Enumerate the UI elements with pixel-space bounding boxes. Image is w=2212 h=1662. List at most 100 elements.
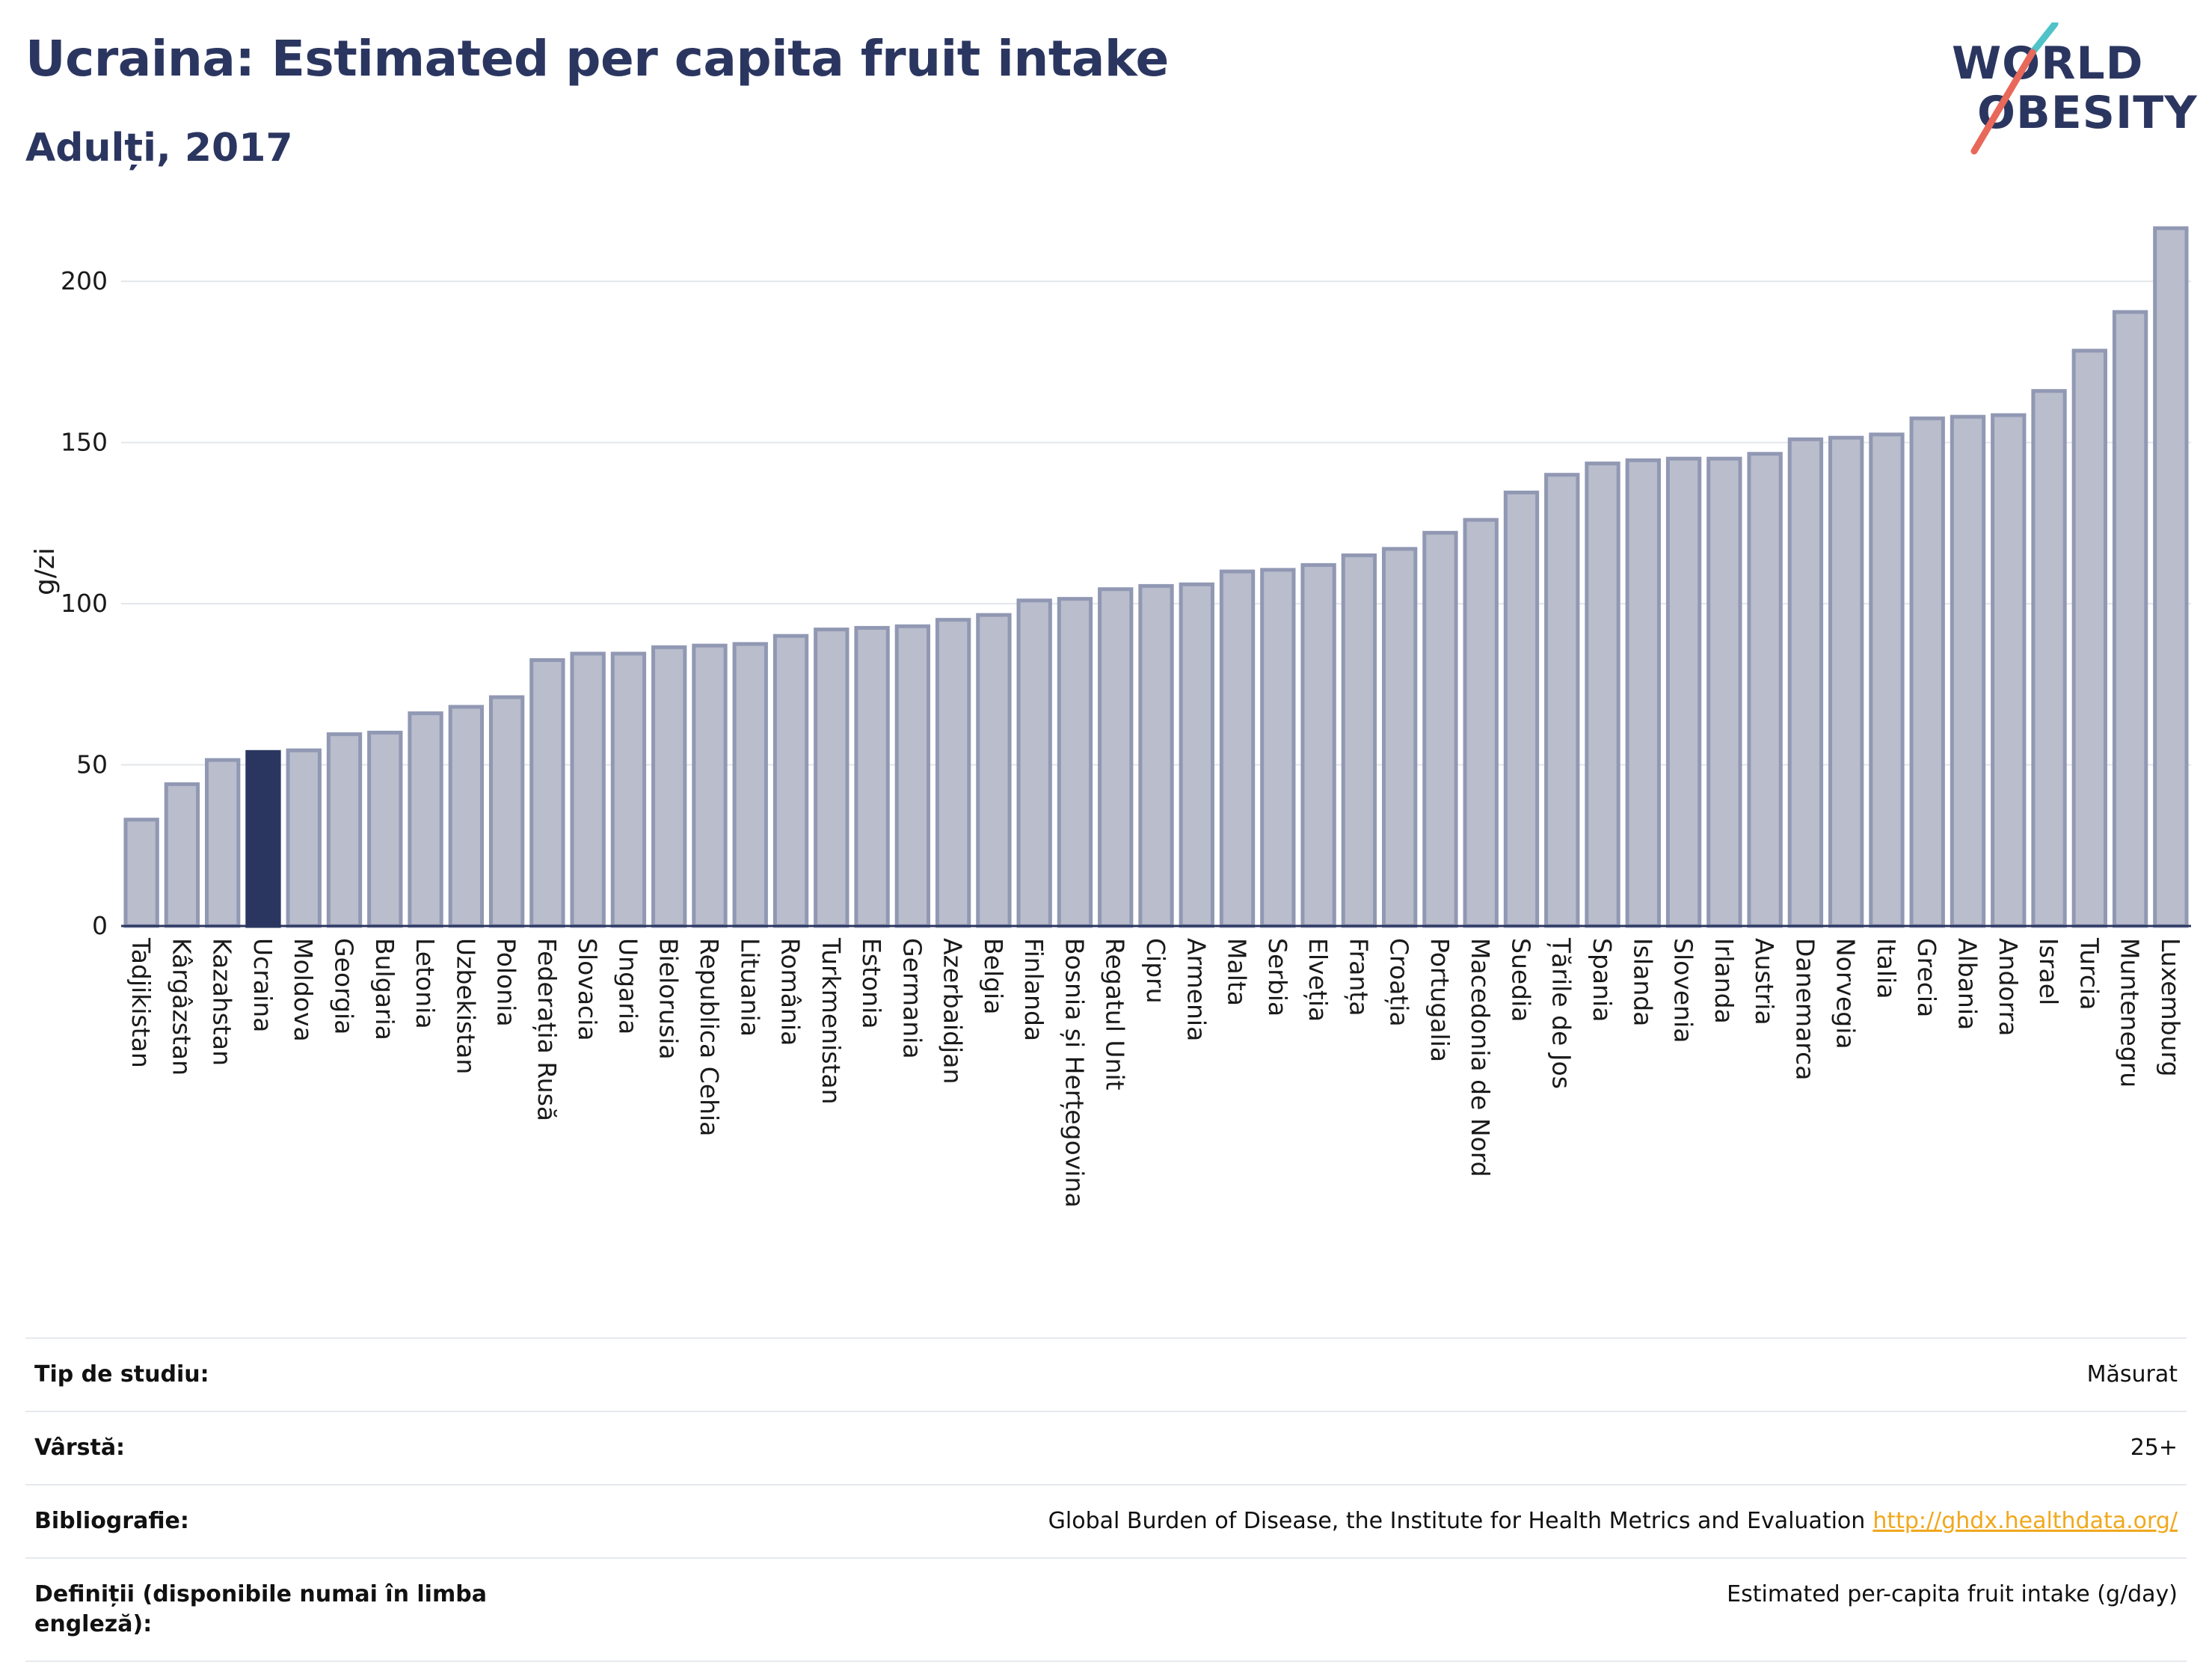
x-tick-label: Albania	[1953, 938, 1982, 1030]
x-tick-label: Federația Rusă	[532, 938, 562, 1121]
x-tick-label: Italia	[1872, 938, 1901, 999]
bar	[854, 625, 890, 928]
x-tick-label: Regatul Unit	[1101, 938, 1130, 1091]
bar	[772, 634, 809, 928]
info-key: Tip de studiu:	[34, 1361, 209, 1387]
bar	[367, 730, 403, 928]
bar	[1585, 462, 1620, 928]
x-tick-labels: Tadjikistan Kârgâzstan Kazahstan Ucraina Mol…	[126, 937, 2185, 1208]
x-tick-label: Belgia	[979, 938, 1008, 1014]
info-value: Global Burden of Disease, the Institute …	[1048, 1506, 2178, 1536]
bar-chart: 0 50 100 150 200 Tadjikistan Kârgâzstan Kazahs…	[30, 226, 2191, 1208]
x-tick-label: Lituania	[735, 938, 764, 1037]
bar	[205, 758, 241, 928]
bar	[1544, 473, 1580, 928]
bar	[1179, 582, 1214, 928]
bar	[1463, 518, 1499, 928]
bar	[1098, 587, 1134, 928]
x-tick-label: Polonia	[492, 938, 521, 1027]
bar	[570, 651, 606, 928]
x-tick-label: Bulgaria	[370, 938, 399, 1040]
bibliography-link[interactable]: http://ghdx.healthdata.org/	[1872, 1508, 2178, 1534]
info-value-text: Global Burden of Disease, the Institute …	[1048, 1508, 1866, 1534]
bar	[2153, 226, 2189, 928]
y-tick-labels: 0 50 100 150 200	[61, 266, 108, 940]
x-tick-label: Austria	[1750, 938, 1779, 1025]
x-tick-label: Serbia	[1263, 938, 1292, 1016]
x-tick-label: Ucraina	[248, 938, 277, 1032]
x-tick-label: Estonia	[857, 938, 886, 1028]
bar	[692, 643, 728, 928]
x-tick-label: Bosnia și Herțegovina	[1059, 938, 1089, 1208]
info-key: Vârstă:	[34, 1435, 126, 1461]
y-tick-label: 150	[61, 428, 108, 457]
bar	[976, 613, 1012, 928]
bar	[651, 645, 687, 928]
bar	[1057, 597, 1093, 928]
x-tick-label: Uzbekistan	[451, 938, 480, 1074]
bar	[164, 782, 200, 928]
y-tick-label: 100	[61, 589, 108, 618]
bar	[1422, 530, 1458, 928]
x-tick-label: Germania	[897, 938, 927, 1059]
y-tick-label: 200	[61, 266, 108, 295]
x-tick-label: Turcia	[2074, 937, 2104, 1010]
bar	[1828, 435, 1864, 928]
x-tick-label: Spania	[1588, 938, 1617, 1022]
info-table: Tip de studiu: Măsurat Vârstă: 25+ Bibliogra…	[25, 1337, 2187, 1662]
bar	[1706, 456, 1742, 928]
info-value-text: Estimated per-capita fruit intake (g/day…	[1727, 1581, 2178, 1607]
x-tick-label: Kazahstan	[208, 938, 237, 1066]
x-tick-label: Moldova	[289, 938, 318, 1042]
bar	[935, 618, 971, 928]
info-value: 25+	[2130, 1433, 2178, 1463]
x-tick-label: Elveția	[1303, 938, 1333, 1022]
x-tick-label: Slovacia	[573, 938, 602, 1041]
logo-text-world: WORLD	[1952, 37, 2144, 90]
bar	[529, 658, 565, 928]
x-tick-label: Malta	[1223, 938, 1252, 1006]
bar	[1909, 416, 1945, 928]
bar	[894, 624, 931, 928]
x-tick-label: Irlanda	[1709, 938, 1739, 1024]
info-row: Definiții (disponibile numai în limba en…	[25, 1557, 2187, 1662]
bar	[732, 642, 768, 928]
info-row: Vârstă: 25+	[25, 1411, 2187, 1484]
info-value: Măsurat	[2087, 1360, 2178, 1390]
bar	[1138, 583, 1174, 928]
bar	[1665, 456, 1702, 928]
bar	[1991, 413, 2027, 928]
world-obesity-logo: WORLD OBESITY	[1952, 22, 2199, 157]
x-tick-label: Republica Cehia	[695, 938, 724, 1136]
bar	[1219, 569, 1256, 928]
x-tick-label: România	[776, 938, 805, 1046]
bar	[1341, 553, 1377, 928]
info-value-text: Măsurat	[2086, 1361, 2178, 1387]
x-tick-label: Finlanda	[1019, 938, 1048, 1041]
bar	[408, 711, 443, 928]
bar	[1016, 598, 1052, 928]
bar	[1300, 562, 1336, 928]
bar	[1869, 432, 1905, 928]
info-row: Bibliografie: Global Burden of Disease, t…	[25, 1484, 2187, 1557]
x-tick-label: Turkmenistan	[817, 937, 846, 1105]
bar-highlighted	[245, 749, 281, 928]
x-tick-label: Armenia	[1182, 938, 1211, 1041]
x-tick-label: Andorra	[1994, 938, 2023, 1036]
x-tick-label: Kârgâzstan	[167, 938, 196, 1076]
bar	[448, 705, 485, 928]
bar	[2071, 349, 2107, 928]
x-tick-label: Muntenegru	[2116, 938, 2145, 1088]
info-key: Bibliografie:	[34, 1508, 189, 1534]
info-row: Tip de studiu: Măsurat	[25, 1337, 2187, 1411]
x-tick-label: Azerbaidjan	[938, 938, 968, 1084]
x-tick-label: Georgia	[330, 938, 359, 1034]
x-tick-label: Letonia	[411, 938, 440, 1029]
x-tick-label: Grecia	[1912, 938, 1941, 1017]
bar	[1950, 414, 1986, 928]
bar	[1787, 437, 1824, 928]
chart-subtitle: Adulți, 2017	[25, 126, 293, 171]
bar	[2112, 310, 2148, 928]
x-tick-label: Islanda	[1628, 938, 1657, 1026]
x-tick-label: Israel	[2034, 938, 2063, 1005]
